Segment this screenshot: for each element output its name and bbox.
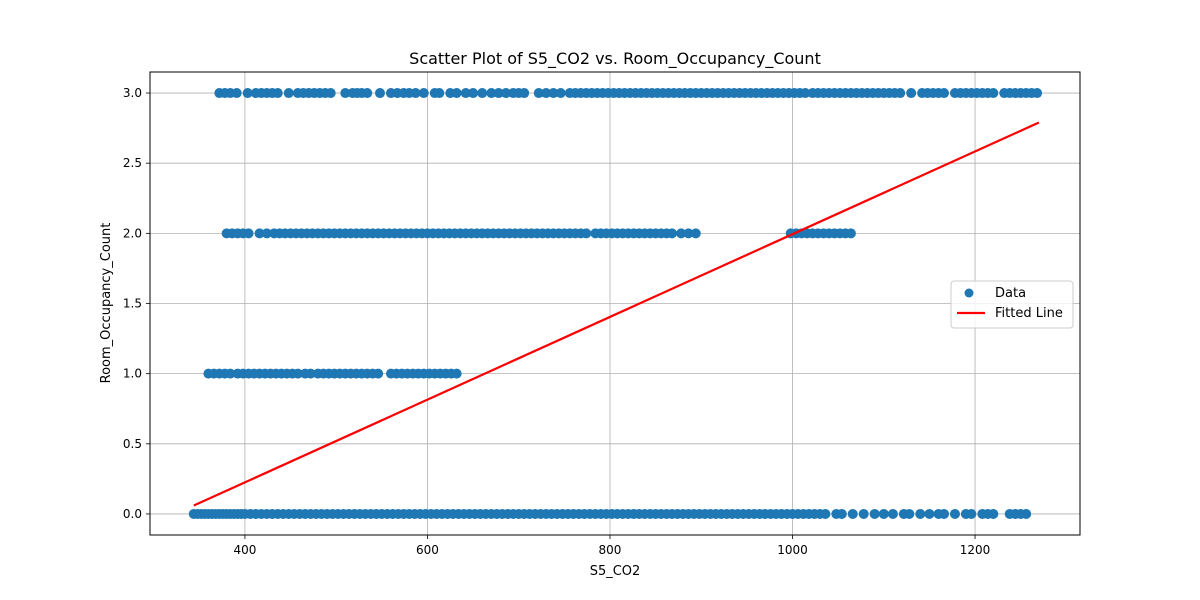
fitted-line-group	[193, 121, 1040, 507]
data-point	[292, 368, 303, 379]
data-point	[242, 88, 253, 99]
data-point	[906, 88, 917, 99]
legend-frame	[950, 280, 1074, 329]
data-point	[820, 508, 831, 519]
data-point	[493, 88, 504, 99]
data-point	[904, 508, 915, 519]
x-axis-label: S5_CO2	[590, 564, 641, 579]
data-point	[1021, 508, 1032, 519]
y-tick-label: 1.5	[123, 297, 142, 311]
data-point	[533, 88, 544, 99]
legend-data-label: Data	[995, 286, 1026, 301]
data-point	[541, 88, 552, 99]
data-point	[548, 88, 559, 99]
data-point	[581, 228, 592, 239]
data-point	[460, 88, 471, 99]
data-point	[225, 368, 236, 379]
x-tick-label: 600	[416, 543, 439, 557]
data-point	[486, 88, 497, 99]
data-point	[500, 88, 511, 99]
data-point	[434, 88, 445, 99]
legend-data-marker	[964, 288, 974, 298]
x-tick-label: 800	[599, 543, 622, 557]
x-axis-ticks: 400 600 800 1000 1200	[233, 535, 990, 557]
x-tick-label: 400	[233, 543, 256, 557]
data-point	[519, 88, 530, 99]
data-point	[451, 368, 462, 379]
y-axis-label: Room_Occupancy_Count	[99, 223, 114, 384]
data-point	[340, 88, 351, 99]
y-tick-label: 1.0	[123, 367, 142, 381]
data-point	[243, 228, 254, 239]
y-tick-label: 3.0	[123, 86, 142, 100]
data-point	[261, 228, 272, 239]
data-point	[477, 88, 488, 99]
data-point	[667, 228, 678, 239]
data-point	[305, 368, 316, 379]
x-tick-label: 1200	[960, 543, 991, 557]
data-point	[676, 228, 687, 239]
data-point	[325, 88, 336, 99]
data-point	[362, 88, 373, 99]
y-tick-label: 2.5	[123, 156, 142, 170]
legend-fitted-line-label: Fitted Line	[995, 306, 1063, 321]
chart-title: Scatter Plot of S5_CO2 vs. Room_Occupanc…	[409, 49, 821, 69]
data-point	[869, 508, 880, 519]
data-point	[468, 88, 479, 99]
y-tick-label: 2.0	[123, 226, 142, 240]
data-point	[845, 228, 856, 239]
data-point	[915, 508, 926, 519]
data-point	[690, 228, 701, 239]
data-point	[373, 368, 384, 379]
y-tick-label: 0.5	[123, 437, 142, 451]
y-tick-label: 0.0	[123, 507, 142, 521]
data-point	[231, 88, 242, 99]
data-point	[858, 508, 869, 519]
data-point	[924, 508, 935, 519]
x-tick-label: 1000	[777, 543, 808, 557]
data-point	[683, 228, 694, 239]
data-points	[188, 88, 1043, 519]
data-point	[800, 88, 811, 99]
data-point	[966, 508, 977, 519]
data-point	[254, 228, 265, 239]
data-point	[836, 508, 847, 519]
data-point	[988, 88, 999, 99]
data-point	[949, 508, 960, 519]
data-point	[418, 88, 429, 99]
data-point	[887, 508, 898, 519]
data-point	[939, 88, 950, 99]
data-point	[988, 508, 999, 519]
data-point	[374, 88, 385, 99]
data-point	[272, 88, 283, 99]
fitted-line	[193, 121, 1040, 507]
data-point	[410, 88, 421, 99]
data-point	[555, 88, 566, 99]
data-point	[895, 88, 906, 99]
data-point	[451, 88, 462, 99]
data-point	[1032, 88, 1043, 99]
y-axis-ticks: 0.0 0.5 1.0 1.5 2.0 2.5 3.0	[123, 86, 150, 521]
data-point	[847, 508, 858, 519]
data-point	[878, 508, 889, 519]
legend: Data Fitted Line	[950, 280, 1074, 329]
data-point	[283, 88, 294, 99]
data-point	[939, 508, 950, 519]
